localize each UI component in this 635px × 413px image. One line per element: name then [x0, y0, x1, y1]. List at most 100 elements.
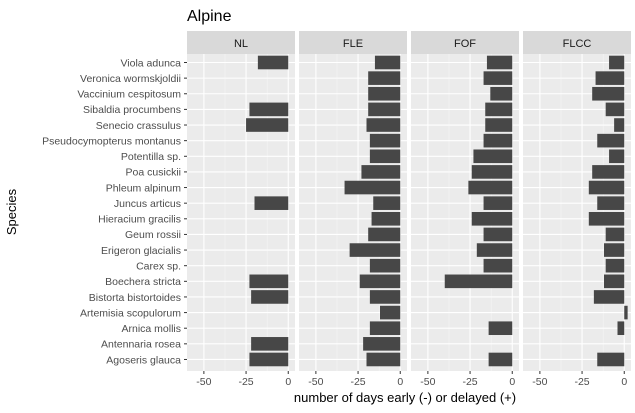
x-tick-label: -50 [196, 376, 211, 388]
bar-fof [486, 55, 513, 70]
bar-fle [369, 290, 401, 304]
bar-fle [368, 102, 401, 117]
bar-nl [251, 290, 289, 304]
bar-fof [483, 71, 513, 85]
facet-label-flcc: FLCC [563, 38, 592, 50]
bar-fle [363, 337, 401, 351]
y-tick-label: Antennaria rosea [101, 339, 181, 351]
bar-fle [369, 258, 401, 273]
bar-fle [359, 274, 401, 289]
bar-flcc [617, 321, 625, 336]
y-tick-label: Veronica wormskjoldii [80, 73, 181, 85]
y-tick-label: Arnica mollis [121, 323, 181, 335]
x-axis-title: number of days early (-) or delayed (+) [294, 390, 516, 405]
y-tick-label: Potentilla sp. [121, 151, 181, 163]
x-tick-label: -25 [462, 376, 477, 388]
y-tick-label: Pseudocymopterus montanus [42, 135, 181, 147]
bar-flcc [605, 227, 625, 242]
y-tick-label: Bistorta bistortoides [89, 292, 181, 304]
bar-flcc [588, 212, 625, 226]
bar-fof [444, 274, 513, 289]
bar-fle [368, 227, 401, 242]
y-tick-label: Agoseris glauca [106, 354, 181, 366]
bar-nl [249, 274, 289, 289]
y-tick-label: Geum rossii [125, 229, 181, 241]
bar-fle [366, 352, 401, 367]
facet-strip-fle [299, 31, 407, 54]
y-tick-label: Juncus articus [114, 198, 181, 210]
x-tick-label: -25 [238, 376, 253, 388]
y-tick-label: Artemisia scopulorum [80, 307, 181, 319]
y-tick-label: Senecio crassulus [96, 120, 181, 132]
bar-fle [368, 86, 401, 101]
facet-strip-flcc [523, 31, 631, 54]
bar-fle [369, 321, 401, 336]
chart-title: Alpine [187, 8, 232, 25]
bar-nl [254, 196, 289, 210]
bar-flcc [605, 258, 625, 273]
bar-nl [246, 118, 289, 132]
bar-flcc [609, 149, 625, 164]
bar-flcc [592, 86, 625, 101]
bar-flcc [597, 196, 625, 210]
bar-fle [368, 71, 401, 85]
bar-fof [488, 352, 513, 367]
bar-flcc [605, 102, 625, 117]
x-tick-label: -50 [420, 376, 435, 388]
bar-fof [476, 243, 513, 257]
bar-flcc [604, 243, 625, 257]
y-tick-label: Phleum alpinum [106, 182, 182, 194]
bar-nl [251, 337, 289, 351]
bar-fle [371, 212, 401, 226]
bar-fof [483, 196, 513, 210]
x-tick-label: 0 [509, 376, 515, 388]
bar-nl [249, 352, 289, 367]
bar-fof [471, 212, 513, 226]
bar-fle [349, 243, 401, 257]
y-tick-label: Boechera stricta [105, 276, 181, 288]
bar-fof [468, 180, 513, 195]
x-tick-label: 0 [397, 376, 403, 388]
facet-label-fof: FOF [454, 38, 476, 50]
bar-fle [373, 196, 401, 210]
bar-fle [344, 180, 401, 195]
bar-fle [369, 133, 401, 148]
bar-fle [366, 118, 401, 132]
bar-nl [257, 55, 289, 70]
bar-flcc [595, 71, 625, 85]
bar-flcc [593, 290, 625, 304]
bar-flcc [597, 352, 625, 367]
x-tick-label: -25 [574, 376, 589, 388]
bar-flcc [588, 180, 625, 195]
y-tick-label: Poa cusickii [126, 167, 181, 179]
bar-flcc [609, 55, 625, 70]
bar-fof [488, 321, 513, 336]
bar-fof [485, 118, 513, 132]
bar-fle [380, 305, 401, 320]
bar-flcc [592, 165, 625, 179]
x-tick-label: -25 [350, 376, 365, 388]
bar-fof [490, 86, 513, 101]
bar-fof [483, 258, 513, 273]
x-tick-label: 0 [621, 376, 627, 388]
x-tick-label: 0 [285, 376, 291, 388]
bar-flcc [624, 305, 628, 320]
bar-fle [374, 55, 401, 70]
facet-strip-nl [187, 31, 295, 54]
panel-background-nl [187, 54, 295, 371]
facet-strip-fof [411, 31, 519, 54]
y-tick-label: Viola adunca [120, 57, 181, 69]
bar-fof [483, 227, 513, 242]
y-tick-label: Hieracium gracilis [98, 214, 181, 226]
bar-flcc [614, 118, 625, 132]
y-tick-label: Carex sp. [136, 260, 181, 272]
bar-flcc [604, 274, 625, 289]
y-tick-label: Vaccinium cespitosum [77, 89, 181, 101]
facet-label-nl: NL [234, 38, 248, 50]
bar-fof [471, 165, 513, 179]
y-tick-label: Erigeron glacialis [101, 245, 181, 257]
bar-fof [483, 133, 513, 148]
bar-fof [473, 149, 513, 164]
